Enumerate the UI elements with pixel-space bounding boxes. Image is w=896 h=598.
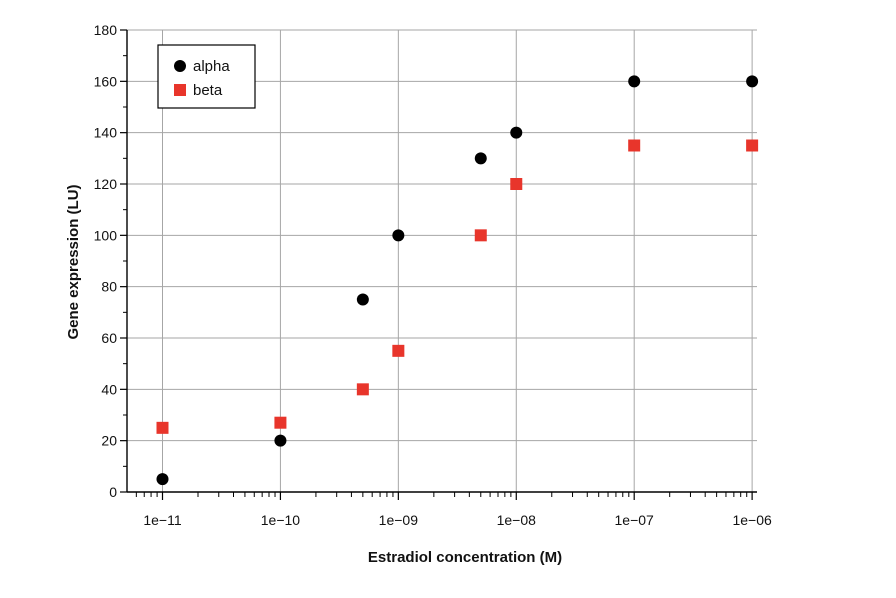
x-axis-ticks: 1e−11 1e−10 1e−09 1e−08 1e−07 1e−06 xyxy=(135,492,772,528)
y-tick-label: 80 xyxy=(101,279,117,295)
y-tick-label: 20 xyxy=(101,433,117,449)
point-beta xyxy=(474,229,487,242)
point-beta xyxy=(356,383,369,396)
point-alpha xyxy=(510,126,523,139)
x-tick-label: 1e−08 xyxy=(497,512,537,528)
point-alpha xyxy=(156,473,169,486)
y-tick-label: 0 xyxy=(109,484,117,500)
point-beta xyxy=(510,178,523,190)
legend-box xyxy=(157,44,256,109)
legend-marker-alpha xyxy=(174,60,186,72)
point-alpha xyxy=(274,434,287,447)
point-alpha xyxy=(474,152,487,165)
data-points xyxy=(156,75,759,486)
legend-marker-beta xyxy=(174,84,186,96)
point-alpha xyxy=(628,75,641,88)
legend-label-alpha: alpha xyxy=(193,58,230,75)
legend: alpha beta xyxy=(157,44,256,109)
x-tick-label: 1e−06 xyxy=(732,512,772,528)
y-tick-label: 140 xyxy=(94,125,118,141)
x-tick-label: 1e−09 xyxy=(379,512,419,528)
legend-label-beta: beta xyxy=(193,82,223,99)
point-alpha xyxy=(746,75,759,88)
x-tick-label: 1e−10 xyxy=(261,512,301,528)
y-tick-label: 60 xyxy=(101,330,117,346)
y-tick-label: 180 xyxy=(94,22,118,38)
y-tick-label: 100 xyxy=(94,227,118,243)
point-beta xyxy=(156,421,169,434)
x-tick-label: 1e−07 xyxy=(615,512,655,528)
point-alpha xyxy=(392,229,405,242)
y-tick-label: 40 xyxy=(101,381,117,397)
point-beta xyxy=(392,344,405,357)
point-beta xyxy=(746,139,759,152)
point-beta xyxy=(628,139,641,152)
y-axis-title: Gene expression (LU) xyxy=(65,184,82,339)
grid xyxy=(127,29,757,492)
x-tick-label: 1e−11 xyxy=(143,512,181,528)
point-alpha xyxy=(356,293,369,306)
y-axis-ticks: 0 20 40 60 80 100 120 140 160 180 xyxy=(94,22,127,500)
point-beta xyxy=(274,416,287,429)
y-tick-label: 160 xyxy=(94,73,118,89)
y-tick-label: 120 xyxy=(94,176,118,192)
x-axis-title: Estradiol concentration (M) xyxy=(368,549,562,566)
